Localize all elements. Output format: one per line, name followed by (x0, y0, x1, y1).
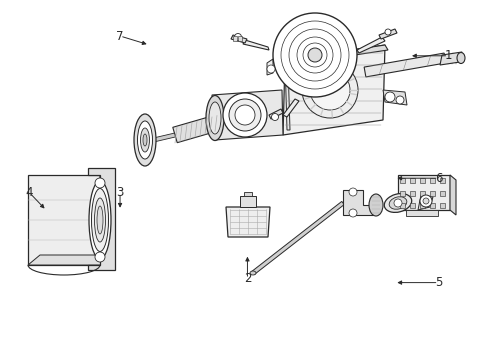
Ellipse shape (389, 197, 407, 209)
Polygon shape (173, 114, 222, 143)
Polygon shape (440, 52, 462, 65)
Circle shape (394, 199, 402, 207)
Ellipse shape (141, 128, 149, 152)
Ellipse shape (134, 114, 156, 166)
Polygon shape (252, 202, 344, 275)
Text: 2: 2 (244, 273, 251, 285)
Circle shape (423, 198, 429, 204)
Circle shape (420, 195, 432, 207)
Text: 3: 3 (116, 186, 124, 199)
Polygon shape (28, 175, 100, 265)
Bar (420, 203, 425, 208)
Circle shape (385, 29, 391, 35)
Polygon shape (100, 175, 112, 265)
Bar (440, 178, 445, 183)
Bar (440, 203, 445, 208)
Polygon shape (267, 59, 273, 75)
Bar (233, 36, 237, 41)
Ellipse shape (457, 53, 465, 63)
Bar (430, 203, 435, 208)
Polygon shape (383, 90, 407, 105)
Text: 4: 4 (25, 186, 33, 199)
Bar (400, 178, 405, 183)
Polygon shape (398, 175, 450, 210)
Text: 1: 1 (444, 49, 452, 62)
Circle shape (273, 13, 357, 97)
Circle shape (349, 209, 357, 217)
Ellipse shape (138, 121, 152, 159)
Circle shape (95, 252, 105, 262)
Ellipse shape (209, 102, 221, 134)
Bar (410, 203, 415, 208)
Text: 7: 7 (116, 30, 124, 42)
Ellipse shape (89, 181, 111, 259)
Polygon shape (244, 192, 252, 196)
Circle shape (396, 96, 404, 104)
Circle shape (308, 48, 322, 62)
Circle shape (310, 70, 350, 110)
Polygon shape (88, 168, 115, 270)
Polygon shape (285, 45, 388, 65)
Circle shape (95, 178, 105, 188)
Ellipse shape (97, 206, 103, 234)
Ellipse shape (95, 198, 105, 242)
Bar (238, 36, 242, 41)
Bar (430, 178, 435, 183)
Polygon shape (212, 90, 283, 140)
Polygon shape (379, 29, 397, 39)
Polygon shape (269, 109, 283, 119)
Bar (410, 178, 415, 183)
Polygon shape (450, 175, 456, 215)
Polygon shape (283, 99, 299, 117)
Circle shape (302, 62, 358, 118)
Ellipse shape (384, 194, 412, 212)
Ellipse shape (143, 134, 147, 146)
Bar (440, 190, 445, 195)
Circle shape (267, 65, 275, 73)
Text: 6: 6 (435, 172, 442, 185)
Bar (410, 190, 415, 195)
Bar (400, 203, 405, 208)
Polygon shape (145, 133, 175, 144)
Ellipse shape (206, 95, 224, 140)
Bar (420, 178, 425, 183)
Polygon shape (406, 210, 438, 216)
Text: 5: 5 (435, 276, 442, 289)
Polygon shape (357, 37, 385, 53)
Polygon shape (283, 45, 385, 135)
Polygon shape (285, 60, 290, 130)
Circle shape (235, 33, 242, 40)
Ellipse shape (92, 189, 108, 252)
Bar (430, 190, 435, 195)
Circle shape (229, 99, 261, 131)
Circle shape (271, 113, 278, 121)
Ellipse shape (369, 194, 383, 216)
Circle shape (139, 139, 145, 145)
Circle shape (223, 93, 267, 137)
Polygon shape (226, 207, 270, 237)
Polygon shape (240, 196, 256, 207)
Bar (400, 190, 405, 195)
Polygon shape (28, 255, 112, 265)
Polygon shape (364, 53, 446, 77)
Circle shape (349, 188, 357, 196)
Polygon shape (231, 35, 247, 43)
Polygon shape (343, 190, 373, 215)
Bar (420, 190, 425, 195)
Polygon shape (243, 40, 269, 50)
Circle shape (235, 105, 255, 125)
Ellipse shape (250, 271, 256, 275)
Circle shape (385, 92, 395, 102)
Polygon shape (418, 195, 433, 210)
